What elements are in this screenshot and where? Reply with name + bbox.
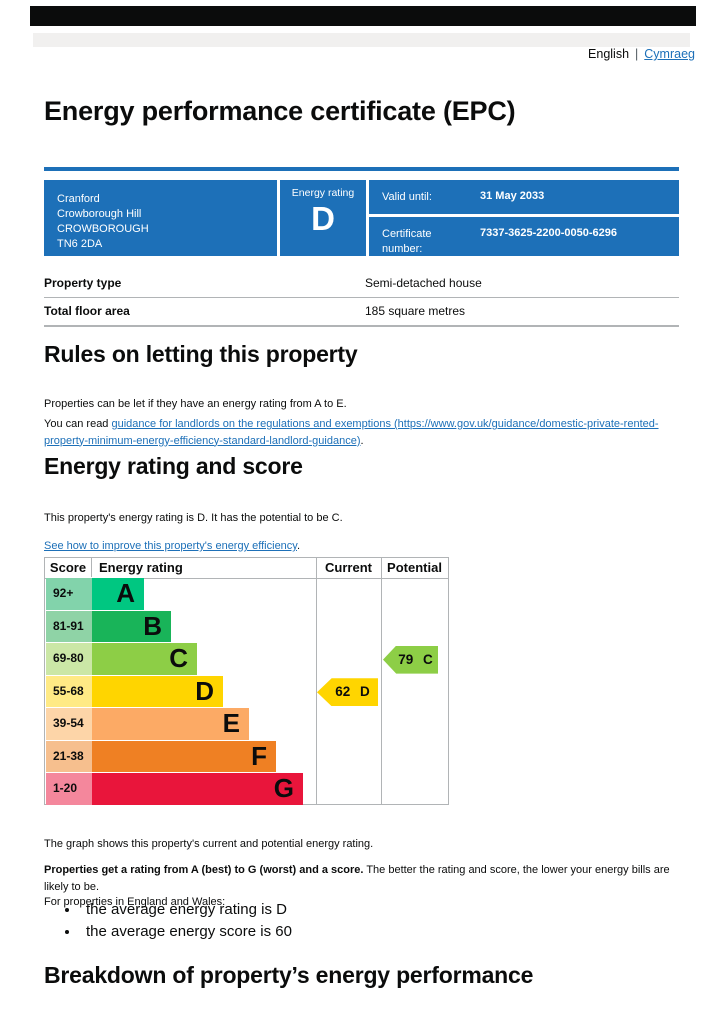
epc-band-row: 69-80 C [46,643,447,675]
column-header-energy-rating: Energy rating [99,560,183,575]
certificate-number-label: Certificate number: [382,228,432,255]
floor-area-label: Total floor area [44,304,130,318]
energy-rating-heading: Energy rating and score [44,453,303,479]
rating-explainer-bold: Properties get a rating from A (best) to… [44,864,364,876]
property-type-value: Semi-detached house [365,276,482,290]
language-current: English [588,47,630,61]
rules-heading: Rules on letting this property [44,341,358,367]
table-row: Total floor area 185 square metres [44,298,679,327]
landlord-guidance-link[interactable]: guidance for landlords on the regulation… [44,418,659,447]
band-score-range: 39-54 [46,708,92,740]
band-bar-d: D [92,675,223,708]
language-switcher: English | Cymraeg [30,47,695,61]
epc-rating-chart: Score Energy rating Current Potential 92… [44,557,449,805]
rating-explainer-rest: The better the rating and score, the low… [44,864,670,893]
valid-until-label: Valid until: [382,191,432,203]
property-facts-table: Property type Semi-detached house Total … [44,270,679,327]
property-type-label: Property type [44,276,122,290]
current-rating-arrow: 62 D [317,678,378,707]
band-bar-a: A [92,578,144,610]
band-bar-c: C [92,643,197,675]
language-link-cymraeg[interactable]: Cymraeg [644,47,695,61]
floor-area-value: 185 square metres [365,304,466,318]
england-wales-para: For properties in England and Wales: [44,896,226,908]
column-header-current: Current [325,560,372,575]
table-row: Property type Semi-detached house [44,270,679,298]
address-line-4: TN6 2DA [57,237,103,250]
list-item: the average energy rating is D [80,901,680,918]
improve-efficiency-para: See how to improve this property's energ… [44,538,671,555]
improve-efficiency-suffix: . [296,540,301,552]
energy-rating-label: Energy rating [291,187,355,199]
energy-rating-value: D [311,200,335,237]
band-score-range: 81-91 [46,610,92,643]
certificate-number-row: Certificate number: 7337-3625-2200-0050-… [369,217,679,256]
column-header-potential: Potential [387,560,442,575]
epc-band-row: 39-54 E [46,708,447,740]
property-address: Cranford Crowborough Hill CROWBOROUGH TN… [44,180,277,256]
valid-until-value: 31 May 2033 [480,190,545,202]
epc-band-row: 81-91 B [46,610,447,643]
epc-chart-rows: 92+ A 81-91 B 69-80 C 55-68 D 39-54 E 21-38 F 1-20 G [46,578,447,806]
band-score-range: 55-68 [46,675,92,708]
band-bar-g: G [92,773,303,805]
govuk-header-bar [30,6,696,26]
graph-note-para: The graph shows this property's current … [44,838,374,850]
epc-chart-header: Score Energy rating Current Potential [45,558,448,579]
epc-band-row: 92+ A [46,578,447,610]
address-line-3: CROWBOROUGH [57,222,149,235]
subheader-bar [33,33,690,47]
improve-efficiency-link[interactable]: See how to improve this property's energ… [44,540,297,552]
rules-para: Properties can be let if they have an en… [44,398,347,410]
breakdown-heading: Breakdown of property’s energy performan… [44,962,534,988]
energy-rating-cell: Energy rating D [280,180,366,256]
band-score-range: 69-80 [46,643,92,675]
rating-explainer-para: Properties get a rating from A (best) to… [44,862,671,895]
band-bar-e: E [92,708,249,740]
address-line-2: Crowborough Hill [57,207,142,220]
summary-box: Cranford Crowborough Hill CROWBOROUGH TN… [44,180,679,256]
potential-column-divider [381,558,382,804]
summary-top-rule [44,167,679,171]
address-line-1: Cranford [57,193,100,205]
certificate-number-value: 7337-3625-2200-0050-6296 [480,227,618,240]
energy-rating-para: This property's energy rating is D. It h… [44,512,343,524]
band-score-range: 21-38 [46,740,92,773]
rules-guidance-para: You can read guidance for landlords on t… [44,416,671,449]
list-item: the average energy score is 60 [80,923,680,940]
band-score-range: 92+ [46,578,92,610]
epc-band-row: 1-20 G [46,773,447,805]
epc-band-row: 55-68 D [46,675,447,708]
potential-rating-arrow: 79 C [383,645,438,674]
band-score-range: 1-20 [46,773,92,805]
band-bar-b: B [92,610,171,643]
epc-band-row: 21-38 F [46,740,447,773]
page-title: Energy performance certificate (EPC) [44,96,516,126]
guidance-suffix: . [360,434,364,447]
language-separator: | [635,47,639,61]
valid-until-row: Valid until: 31 May 2033 [369,180,679,215]
guidance-prefix: You can read [44,418,112,430]
band-bar-f: F [92,740,276,773]
column-header-score: Score [45,558,92,577]
current-column-divider [316,558,317,804]
averages-list: the average energy rating is D the avera… [44,901,680,945]
certificate-details: Valid until: 31 May 2033 Certificate num… [369,180,679,256]
